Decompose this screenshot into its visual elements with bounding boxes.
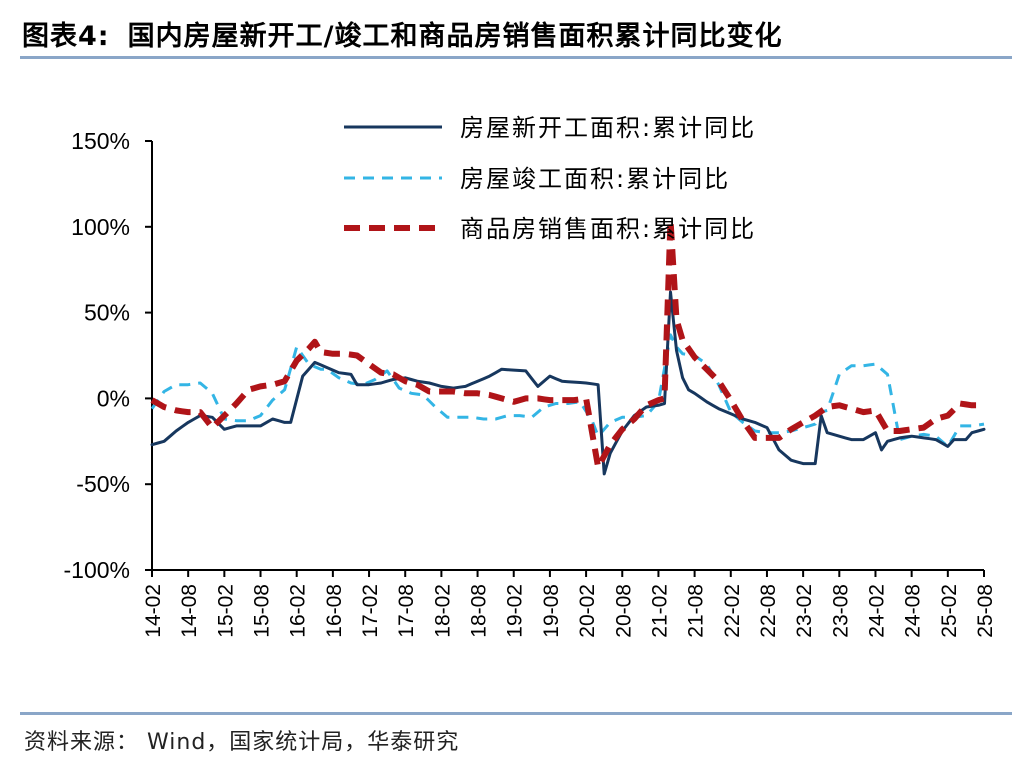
x-tick-label: 21-02 bbox=[648, 584, 671, 638]
x-tick-label: 14-08 bbox=[178, 584, 201, 638]
x-tick-label: 24-02 bbox=[865, 584, 888, 638]
x-tick-label: 14-02 bbox=[142, 584, 165, 638]
source-divider bbox=[20, 712, 1012, 715]
x-tick-label: 16-08 bbox=[323, 584, 346, 638]
x-tick-label: 25-02 bbox=[938, 584, 961, 638]
y-tick-label: 0% bbox=[97, 385, 130, 411]
line-chart: -100% -50% 0% 50% 100% 150% 14-02 14-08 15-02 15… bbox=[64, 114, 997, 638]
y-tick-label: 50% bbox=[84, 300, 130, 326]
x-axis: 14-02 14-08 15-02 15-08 16-02 16-08 17-02 17-08… bbox=[142, 569, 997, 638]
y-tick-label: 150% bbox=[71, 128, 130, 154]
y-tick-label: 100% bbox=[71, 214, 130, 240]
x-tick-label: 23-02 bbox=[793, 584, 816, 638]
x-tick-label: 19-08 bbox=[540, 584, 563, 638]
series-line-completions bbox=[150, 333, 985, 448]
figure-title: 图表4: 国内房屋新开工/竣工和商品房销售面积累计同比变化 bbox=[22, 14, 782, 53]
x-tick-label: 20-08 bbox=[612, 584, 635, 638]
x-tick-label: 16-02 bbox=[287, 584, 310, 638]
source-note: 资料来源： Wind，国家统计局，华泰研究 bbox=[24, 730, 460, 755]
legend-label: 商品房销售面积:累计同比 bbox=[460, 215, 756, 243]
x-tick-label: 19-02 bbox=[504, 584, 527, 638]
x-tick-label: 17-02 bbox=[359, 584, 382, 638]
x-tick-label: 18-08 bbox=[468, 584, 491, 638]
legend-label: 房屋竣工面积:累计同比 bbox=[460, 165, 730, 193]
x-tick-label: 22-02 bbox=[721, 584, 744, 638]
x-tick-label: 22-08 bbox=[757, 584, 780, 638]
x-tick-label: 18-02 bbox=[431, 584, 454, 638]
y-tick-label: -100% bbox=[64, 557, 130, 583]
series-line-sales bbox=[150, 216, 984, 470]
x-tick-label: 25-08 bbox=[974, 584, 997, 638]
series-line-new-starts bbox=[150, 290, 986, 476]
series-layer bbox=[150, 216, 986, 476]
figure-title-text: 国内房屋新开工/竣工和商品房销售面积累计同比变化 bbox=[127, 21, 783, 52]
title-divider bbox=[20, 56, 1012, 59]
x-tick-label: 20-02 bbox=[576, 584, 599, 638]
legend-label: 房屋新开工面积:累计同比 bbox=[460, 114, 756, 142]
x-tick-label: 23-08 bbox=[829, 584, 852, 638]
x-tick-label: 17-08 bbox=[395, 584, 418, 638]
x-tick-label: 15-08 bbox=[251, 584, 274, 638]
x-tick-label: 21-08 bbox=[685, 584, 708, 638]
figure-number: 图表4: bbox=[22, 21, 110, 52]
x-tick-label: 15-02 bbox=[214, 584, 237, 638]
y-tick-label: -50% bbox=[76, 471, 130, 497]
y-axis: -100% -50% 0% 50% 100% 150% bbox=[64, 128, 153, 583]
x-tick-label: 24-08 bbox=[902, 584, 925, 638]
